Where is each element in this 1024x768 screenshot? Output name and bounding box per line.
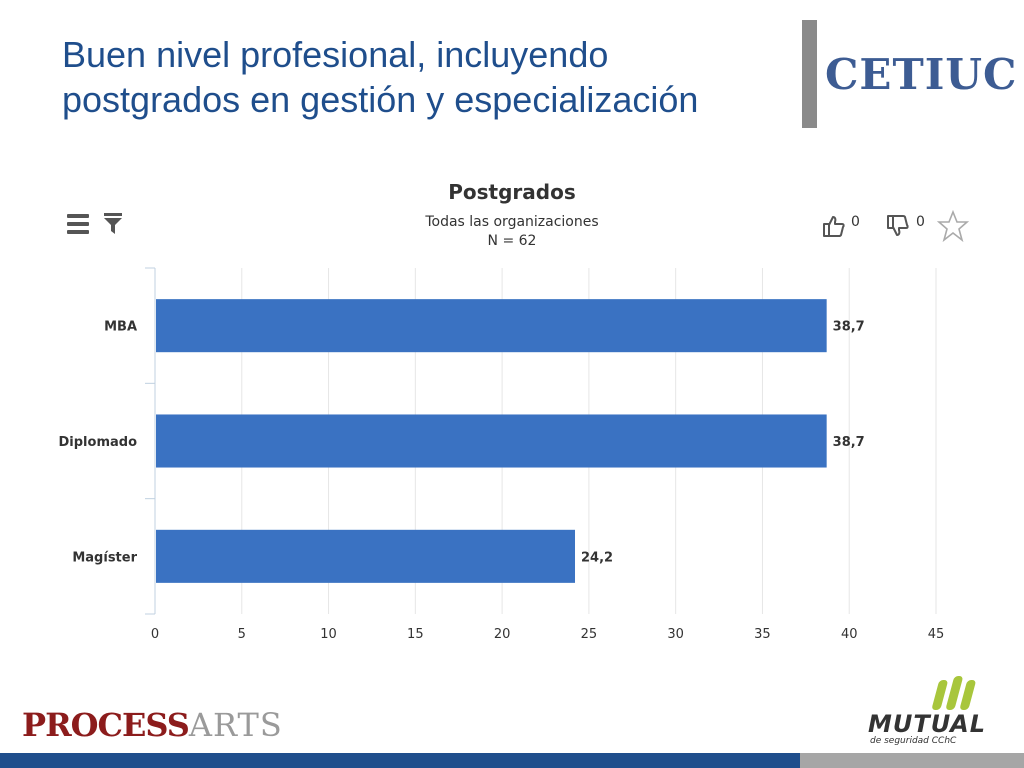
bottom-band-gray (800, 753, 1024, 768)
data-label: 38,7 (833, 435, 865, 450)
x-tick-label: 0 (151, 627, 159, 642)
processarts-logo: PROCESSARTS (22, 706, 283, 744)
bar (156, 299, 827, 353)
x-tick-label: 30 (667, 627, 684, 642)
filter-icon[interactable] (104, 213, 122, 235)
chart-subtitle-count: N = 62 (487, 233, 537, 249)
x-tick-label: 25 (581, 627, 598, 642)
bottom-band-blue (0, 753, 800, 768)
x-tick-label: 45 (928, 627, 945, 642)
bar (156, 529, 576, 583)
x-tick-label: 35 (754, 627, 771, 642)
thumbs-down-icon[interactable] (886, 214, 910, 238)
mutual-logo: MUTUAL de seguridad CChC (860, 670, 1016, 750)
mutual-logo-text: MUTUAL (868, 710, 987, 738)
x-tick-label: 40 (841, 627, 858, 642)
slide-title: Buen nivel profesional, incluyendo postg… (62, 32, 782, 122)
category-label: MBA (104, 320, 137, 335)
bar (156, 414, 827, 468)
x-tick-label: 15 (407, 627, 424, 642)
processarts-logo-part1: PROCESS (22, 706, 190, 744)
chart-panel: 0 5 10 15 20 25 30 35 40 45 MBA 38,7 Diplomado 38,7 Ma… (0, 170, 1024, 650)
x-tick-label: 5 (238, 627, 246, 642)
thumbs-up-icon[interactable] (822, 214, 846, 238)
mutual-logo-tagline: de seguridad CChC (870, 736, 957, 746)
logo-divider-bar (802, 20, 817, 128)
chart-subtitle: Todas las organizaciones (425, 214, 599, 230)
dislike-count: 0 (916, 214, 925, 230)
x-tick-label: 20 (494, 627, 511, 642)
processarts-logo-part2: ARTS (188, 706, 283, 744)
slide-title-line: postgrados en gestión y especialización (62, 79, 699, 120)
data-label: 38,7 (833, 320, 865, 335)
star-icon[interactable] (937, 210, 969, 242)
chart-svg: 0 5 10 15 20 25 30 35 40 45 MBA 38,7 Diplomado 38,7 Ma… (59, 267, 945, 642)
data-label: 24,2 (581, 550, 613, 565)
x-tick-label: 10 (320, 627, 337, 642)
cetiuc-logo: CETIUC (800, 20, 1018, 130)
mutual-logo-mark (932, 676, 976, 710)
bottom-band (0, 753, 1024, 768)
chart-title: Postgrados (448, 180, 576, 204)
menu-icon[interactable] (66, 214, 90, 234)
category-label: Diplomado (59, 435, 138, 450)
like-count: 0 (851, 214, 860, 230)
cetiuc-logo-text: CETIUC (825, 50, 1018, 99)
category-label: Magíster (72, 550, 137, 565)
slide-title-line: Buen nivel profesional, incluyendo (62, 34, 609, 75)
